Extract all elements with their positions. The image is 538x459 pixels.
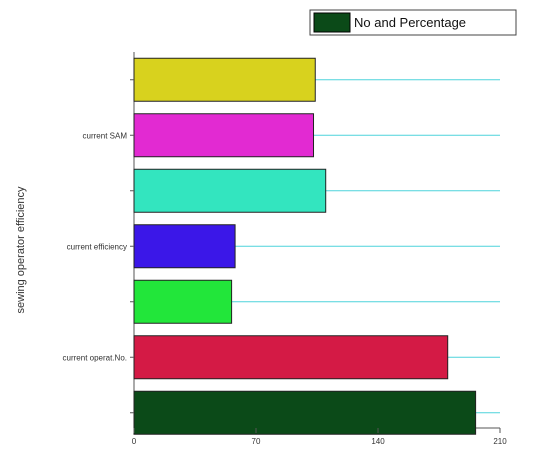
bar <box>133 168 327 213</box>
legend-swatch <box>313 12 351 33</box>
bar <box>133 57 316 102</box>
bar <box>133 224 236 269</box>
bars <box>133 57 477 435</box>
y-axis-ticks: current SAM current efficiency current ope… <box>63 79 134 414</box>
bar <box>133 279 233 324</box>
y-axis-title: sewing operator efficiency <box>15 186 27 313</box>
legend-label: No and Percentage <box>354 15 466 30</box>
x-tick-label: 70 <box>252 437 261 446</box>
y-tick-label: current efficiency <box>67 242 127 251</box>
x-tick-label: 140 <box>371 437 385 446</box>
y-tick-label: current SAM <box>83 131 128 140</box>
reference-lines <box>231 79 500 414</box>
x-axis-ticks: 0 70 140 210 <box>132 428 507 446</box>
y-tick-label: current operat.No. <box>63 353 127 362</box>
legend: No and Percentage <box>309 9 517 36</box>
x-tick-label: 0 <box>132 437 137 446</box>
bar <box>133 335 449 380</box>
bar <box>133 113 315 158</box>
x-tick-label: 210 <box>493 437 507 446</box>
bar <box>133 390 477 435</box>
